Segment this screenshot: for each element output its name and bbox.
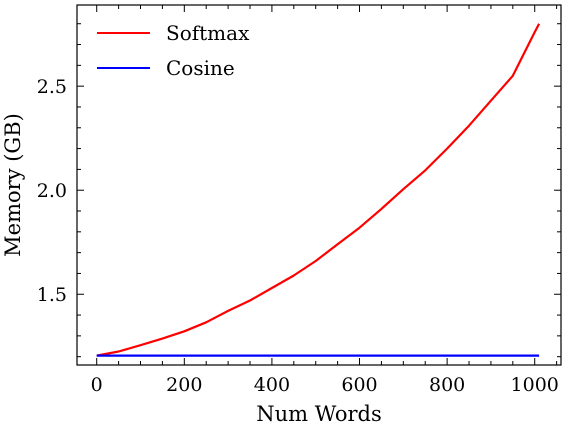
legend: Softmax Cosine [97,21,250,80]
legend-label-softmax: Softmax [166,21,250,45]
legend-label-cosine: Cosine [166,56,235,80]
x-tick-label: 600 [341,374,377,396]
y-axis-title: Memory (GB) [1,113,25,257]
y-tick-label: 1.5 [37,284,67,306]
x-tick-label: 0 [91,374,103,396]
series-line-softmax [96,23,541,357]
y-tick-label: 2.0 [37,180,67,202]
x-tick-label: 1000 [511,374,559,396]
plot-frame [76,4,562,366]
series-layer [96,23,541,357]
y-tick-label: 2.5 [37,76,67,98]
x-tick-label: 800 [429,374,465,396]
ticks-layer: 0 200 400 600 800 1000 1.5 2.0 2.5 [37,5,561,396]
x-tick-label: 400 [254,374,290,396]
x-tick-label: 200 [166,374,202,396]
x-axis-title: Num Words [256,402,382,426]
